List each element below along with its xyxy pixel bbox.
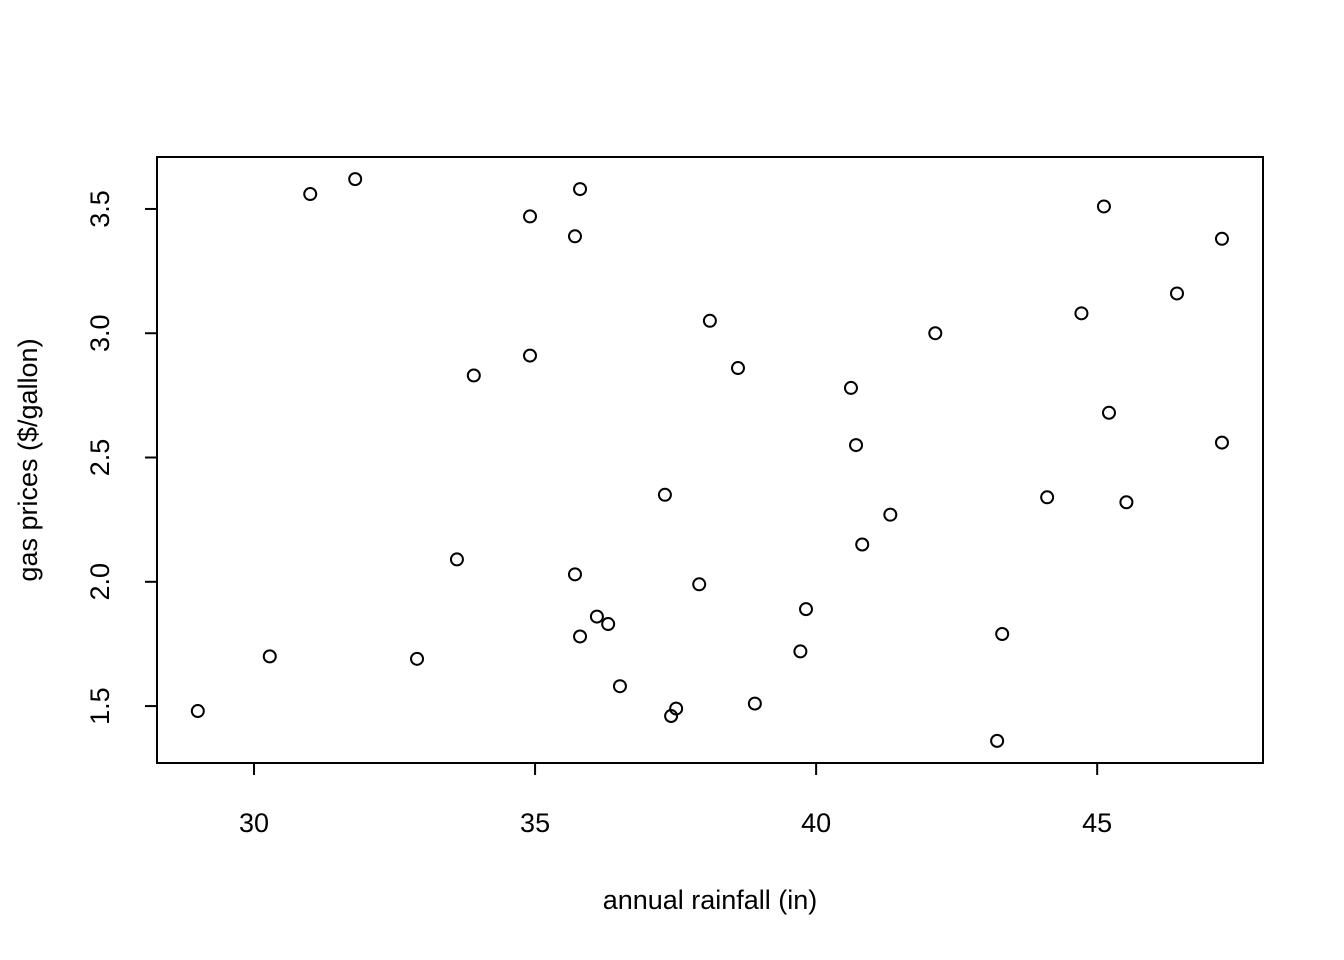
point — [612, 679, 627, 694]
point — [573, 182, 588, 197]
point — [601, 617, 616, 632]
y-tick-label: 2.5 — [85, 439, 115, 477]
point — [1214, 435, 1229, 450]
point — [669, 701, 684, 716]
point — [1040, 490, 1055, 505]
plot-frame — [156, 156, 1264, 764]
point — [747, 696, 762, 711]
point — [449, 552, 464, 567]
y-axis-label: gas prices ($/gallon) — [13, 338, 43, 581]
point — [702, 313, 717, 328]
point — [1074, 306, 1089, 321]
point — [928, 326, 943, 341]
point — [1169, 286, 1184, 301]
point — [849, 438, 864, 453]
point — [990, 733, 1005, 748]
point — [348, 172, 363, 187]
point — [799, 602, 814, 617]
point — [692, 577, 707, 592]
point — [523, 348, 538, 363]
point — [995, 626, 1010, 641]
point — [883, 507, 898, 522]
y-tick-label: 3.5 — [85, 190, 115, 228]
point — [657, 487, 672, 502]
point — [303, 187, 318, 202]
point — [1119, 495, 1134, 510]
point — [1096, 199, 1111, 214]
point — [1101, 405, 1116, 420]
point — [567, 229, 582, 244]
point — [567, 567, 582, 582]
point — [523, 209, 538, 224]
point — [410, 651, 425, 666]
y-tick-label: 1.5 — [85, 687, 115, 725]
point — [730, 361, 745, 376]
point — [190, 704, 205, 719]
x-tick-label: 30 — [239, 808, 269, 838]
point — [855, 537, 870, 552]
y-tick-label: 3.0 — [85, 314, 115, 352]
point — [589, 609, 604, 624]
x-tick-label: 40 — [801, 808, 831, 838]
point — [1214, 231, 1229, 246]
point — [573, 629, 588, 644]
x-tick-label: 45 — [1082, 808, 1112, 838]
point — [262, 649, 277, 664]
y-tick-label: 2.0 — [85, 563, 115, 601]
point — [466, 368, 481, 383]
x-axis-label: annual rainfall (in) — [603, 885, 818, 915]
point — [793, 644, 808, 659]
point — [843, 380, 858, 395]
x-tick-label: 35 — [520, 808, 550, 838]
